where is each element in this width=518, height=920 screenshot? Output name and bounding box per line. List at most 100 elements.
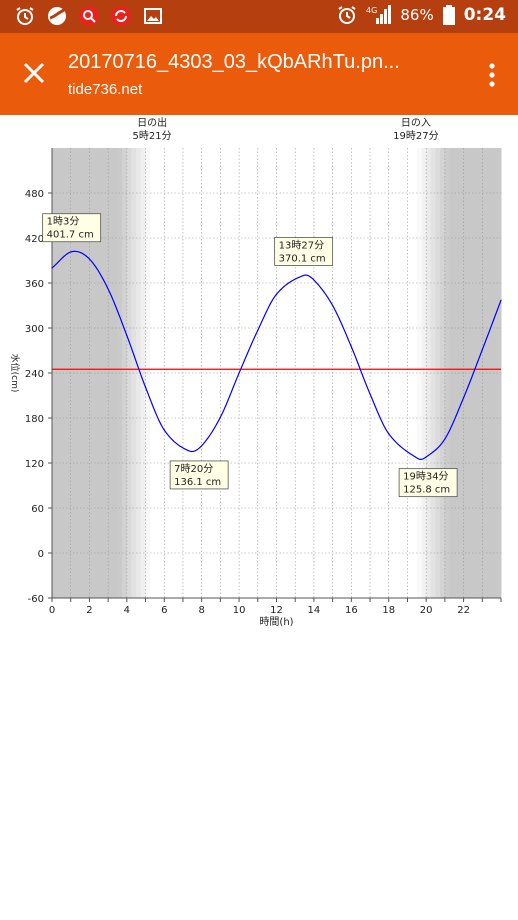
daylight-band	[229, 148, 235, 598]
tide-point	[188, 450, 190, 452]
tide-point	[163, 429, 165, 431]
daylight-band	[94, 148, 100, 598]
annotation-box	[169, 460, 229, 490]
daylight-band	[370, 148, 376, 598]
tide-point	[388, 433, 390, 435]
daylight-band	[440, 148, 446, 598]
y-tick-label: -60	[28, 594, 44, 605]
image-icon	[142, 5, 164, 27]
daylight-band	[145, 148, 151, 598]
sunrise-label: 日の出	[137, 116, 167, 129]
system-status: 4G 86% 0:24	[336, 4, 506, 26]
status-bar: 4G 86% 0:24	[0, 0, 518, 33]
x-tick-label: 22	[457, 605, 470, 616]
sync-app-icon	[110, 5, 132, 27]
daylight-band	[318, 148, 324, 598]
network-type: 4G	[366, 6, 377, 15]
annotation-time: 7時20分	[174, 463, 213, 475]
daylight-band	[360, 148, 366, 598]
annotation-value: 401.7 cm	[47, 230, 94, 241]
daylight-band	[346, 148, 352, 598]
y-tick-label: 0	[38, 549, 44, 560]
x-tick-label: 18	[382, 605, 395, 616]
browser-icon	[46, 5, 68, 27]
tide-point	[144, 386, 147, 388]
daylight-band	[468, 148, 474, 598]
daylight-band	[402, 148, 408, 598]
daylight-band	[430, 148, 437, 598]
daylight-band	[136, 148, 142, 598]
annotation-box	[42, 213, 102, 243]
clock: 0:24	[463, 5, 506, 25]
x-tick-label: 12	[270, 605, 283, 616]
tide-point	[219, 416, 221, 418]
daylight-band	[332, 148, 338, 598]
y-tick-label: 240	[25, 369, 44, 380]
annotation-time: 1時3分	[47, 216, 80, 228]
daylight-band	[384, 148, 390, 598]
daylight-band	[192, 148, 198, 598]
annotation-box	[274, 237, 334, 266]
y-tick-label: 360	[25, 279, 44, 290]
overflow-menu-button[interactable]	[480, 57, 504, 93]
tide-point	[71, 251, 73, 253]
daylight-band	[416, 148, 422, 598]
daylight-band	[458, 148, 465, 598]
battery-percent: 86%	[400, 6, 434, 24]
daylight-band	[299, 148, 306, 598]
y-tick-label: 180	[25, 414, 44, 425]
tide-point	[425, 456, 427, 458]
battery-icon	[442, 4, 456, 26]
x-tick-label: 10	[233, 605, 246, 616]
daylight-band	[374, 148, 380, 598]
search-app-icon	[78, 5, 100, 27]
daylight-band	[243, 148, 249, 598]
tide-point	[500, 299, 502, 301]
daylight-band	[257, 148, 263, 598]
tide-point	[303, 274, 305, 277]
page-url: tide736.net	[68, 81, 143, 98]
daylight-band	[276, 148, 282, 598]
x-tick-label: 4	[124, 605, 130, 616]
annotation-box	[398, 468, 458, 498]
y-tick-label: 420	[25, 234, 44, 245]
daylight-band	[313, 148, 320, 598]
alarm-icon	[336, 4, 358, 26]
daylight-band	[80, 148, 86, 598]
tide-point	[444, 438, 446, 440]
tide-point	[257, 329, 259, 331]
tide-point	[51, 267, 53, 269]
daylight-band	[327, 148, 334, 598]
daylight-band	[285, 148, 292, 598]
daylight-band	[150, 148, 156, 598]
daylight-band	[220, 148, 226, 598]
close-button[interactable]	[14, 53, 54, 93]
y-tick-label: 480	[25, 189, 44, 200]
tide-point	[417, 458, 419, 460]
notification-icons	[14, 5, 164, 27]
daylight-band	[398, 148, 404, 598]
annotation-time: 13時27分	[279, 239, 324, 251]
daylight-band	[117, 148, 123, 598]
page-title: 20170716_4303_03_kQbARhTu.pn...	[68, 51, 400, 73]
y-tick-label: 300	[25, 324, 44, 335]
daylight-band	[178, 148, 184, 598]
close-icon	[23, 62, 45, 84]
x-tick-label: 2	[86, 605, 92, 616]
more-vert-icon	[489, 63, 495, 87]
daylight-band	[173, 148, 179, 598]
sunset-time-label: 19時27分	[393, 130, 438, 142]
daylight-band	[426, 148, 432, 598]
daylight-band	[454, 148, 460, 598]
x-axis-title: 時間(h)	[259, 616, 293, 628]
daylight-band	[103, 148, 109, 598]
tide-point	[107, 288, 109, 290]
sunset-label: 日の入	[401, 118, 431, 129]
daylight-band	[131, 148, 137, 598]
tide-point	[313, 279, 315, 281]
annotation-value: 370.1 cm	[279, 253, 326, 264]
daylight-band	[108, 148, 114, 598]
daylight-band	[304, 148, 310, 598]
daylight-band	[412, 148, 418, 598]
tide-point	[462, 397, 465, 399]
